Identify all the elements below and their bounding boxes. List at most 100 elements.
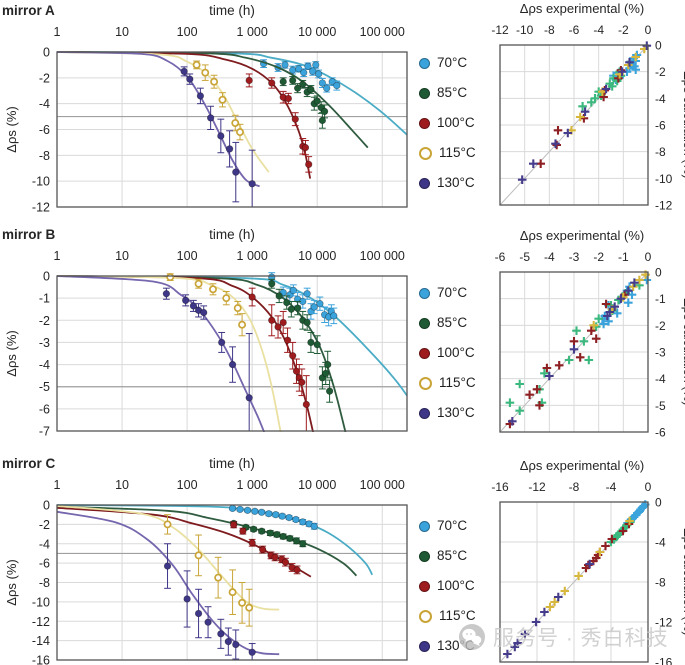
- fit-curve: [57, 51, 270, 173]
- x-axis-title: Δρs experimental (%): [520, 1, 644, 16]
- svg-text:10: 10: [115, 25, 129, 39]
- fit-curve: [57, 504, 374, 576]
- x-axis-labels: -6 -5 -4 -3 -2 -1 0: [495, 250, 652, 264]
- svg-text:-1: -1: [655, 292, 666, 306]
- svg-text:-4: -4: [39, 358, 50, 372]
- svg-text:-4: -4: [655, 92, 666, 106]
- fit-curve: [57, 51, 369, 149]
- legend-item: 115°C: [419, 607, 476, 625]
- legend-marker-icon: [419, 287, 430, 299]
- svg-text:-14: -14: [32, 634, 50, 648]
- svg-text:-10: -10: [32, 595, 50, 609]
- legend-marker-icon: [419, 177, 430, 189]
- svg-text:-2: -2: [655, 319, 666, 333]
- x-axis-labels: 1 10 100 1 000 10 000 100 000: [54, 25, 405, 39]
- legend-marker-icon: [419, 407, 430, 419]
- svg-text:100 000: 100 000: [360, 478, 405, 492]
- svg-text:100 000: 100 000: [360, 25, 405, 39]
- legend-item: 100°C: [419, 577, 476, 595]
- svg-text:-8: -8: [655, 145, 666, 159]
- svg-text:-8: -8: [569, 480, 580, 494]
- svg-text:1: 1: [54, 25, 61, 39]
- svg-text:-2: -2: [618, 23, 629, 37]
- svg-text:-4: -4: [606, 480, 617, 494]
- scatter-series-100c: [505, 290, 629, 429]
- svg-text:-3: -3: [39, 336, 50, 350]
- svg-text:-8: -8: [544, 23, 555, 37]
- scatter-series-130c: [508, 278, 639, 426]
- fit-curve: [57, 275, 314, 432]
- y-axis-title: Δρs (%): [4, 330, 19, 376]
- svg-text:-4: -4: [544, 250, 555, 264]
- fit-curve: [57, 505, 358, 577]
- svg-text:10 000: 10 000: [298, 249, 336, 263]
- mirror-c-parity-chart: Δρs experimental (%)-16 -12 -8 -4 00-4-8-12-…: [491, 458, 685, 665]
- legend-label: 85°C: [437, 315, 468, 331]
- svg-text:-6: -6: [495, 250, 506, 264]
- legend-marker-icon: [419, 146, 432, 160]
- svg-text:0: 0: [655, 39, 662, 53]
- legend-label: 85°C: [437, 548, 468, 564]
- mirror-title: mirror A: [2, 3, 55, 18]
- mirror-title: mirror C: [2, 456, 56, 471]
- svg-text:-8: -8: [655, 576, 666, 590]
- legend-label: 130°C: [437, 405, 475, 421]
- x-axis-labels: -12 -10 -8 -6 -4 -2 0: [491, 23, 651, 37]
- y-axis-title: Δρs (%): [4, 559, 19, 605]
- svg-text:10 000: 10 000: [298, 25, 336, 39]
- panel-mirror-a: 1 10 100 1 000 10 000 100 000 0 -2 -4 -6 -8 -10 -12 t…: [0, 0, 685, 220]
- y-axis-title: Δρs (%): [4, 106, 19, 152]
- plot-frame: [499, 44, 649, 206]
- gridlines: [57, 276, 407, 431]
- scatter-series-115c: [545, 516, 634, 612]
- legend-label: 130°C: [437, 175, 475, 191]
- legend-marker-icon: [419, 520, 430, 532]
- svg-text:100: 100: [177, 25, 198, 39]
- panel-mirror-b: 1 10 100 1 000 10 000 100 000 0 -1 -2 -3 -4 -5 -6 -7 t…: [0, 220, 685, 445]
- legend-marker-icon: [419, 87, 430, 99]
- svg-text:-7: -7: [39, 425, 50, 439]
- svg-text:-16: -16: [32, 654, 50, 665]
- series-100c: [57, 275, 314, 432]
- svg-text:0: 0: [655, 496, 662, 510]
- svg-text:-4: -4: [655, 536, 666, 550]
- svg-text:-10: -10: [655, 172, 673, 186]
- svg-text:1: 1: [54, 249, 61, 263]
- svg-text:0: 0: [43, 499, 50, 513]
- svg-text:-3: -3: [569, 250, 580, 264]
- legend-marker-icon: [419, 609, 432, 623]
- mirror-a-time-chart: 1 10 100 1 000 10 000 100 000 0 -2 -4 -6 -8 -10 -12 t…: [2, 3, 408, 215]
- svg-text:-12: -12: [655, 616, 673, 630]
- series-85c: [57, 505, 358, 577]
- panel-mirror-c: 1 10 100 1 000 10 000 100 000 0 -2 -4 -6 -8 -10 -12-…: [0, 445, 685, 665]
- series-100c: [57, 51, 313, 179]
- series-130c: [57, 275, 266, 432]
- y-axis-title: Δρs calculation (%): [681, 528, 685, 635]
- legend-marker-icon: [419, 376, 432, 390]
- y-axis-labels: 0 -2 -4 -6 -8 -10 -12 -14 -16: [32, 499, 50, 665]
- gridlines: [57, 52, 407, 207]
- legend-label: 70°C: [437, 285, 468, 301]
- x-axis-title: Δρs experimental (%): [520, 228, 644, 243]
- svg-text:-6: -6: [39, 557, 50, 571]
- svg-text:-1: -1: [39, 292, 50, 306]
- x-axis-title: time (h): [209, 456, 255, 471]
- svg-text:-4: -4: [655, 372, 666, 386]
- svg-text:1 000: 1 000: [237, 25, 268, 39]
- svg-text:-12: -12: [32, 201, 50, 215]
- y-axis-labels: 0 -1 -2 -3 -4 -5 -6 -7: [39, 270, 50, 439]
- y-axis-labels: 0 -1 -2 -3 -4 -5 -6: [655, 266, 666, 440]
- legend-item: 115°C: [419, 144, 476, 162]
- svg-text:100: 100: [177, 249, 198, 263]
- svg-text:-5: -5: [519, 250, 530, 264]
- y-axis-labels: 0 -2 -4 -6 -8 -10 -12: [655, 39, 673, 213]
- scatter-series-115c: [589, 270, 650, 330]
- legend-marker-icon: [419, 550, 430, 562]
- svg-text:10: 10: [115, 249, 129, 263]
- svg-text:-10: -10: [516, 23, 534, 37]
- legend-item: 85°C: [419, 547, 476, 565]
- mirror-a-parity-chart: Δρs experimental (%) -12 -10 -8 -6 -4 -2 00 -2 -4…: [491, 1, 685, 213]
- series-115c: [57, 273, 282, 432]
- fit-curve: [57, 275, 266, 432]
- svg-text:10 000: 10 000: [298, 478, 336, 492]
